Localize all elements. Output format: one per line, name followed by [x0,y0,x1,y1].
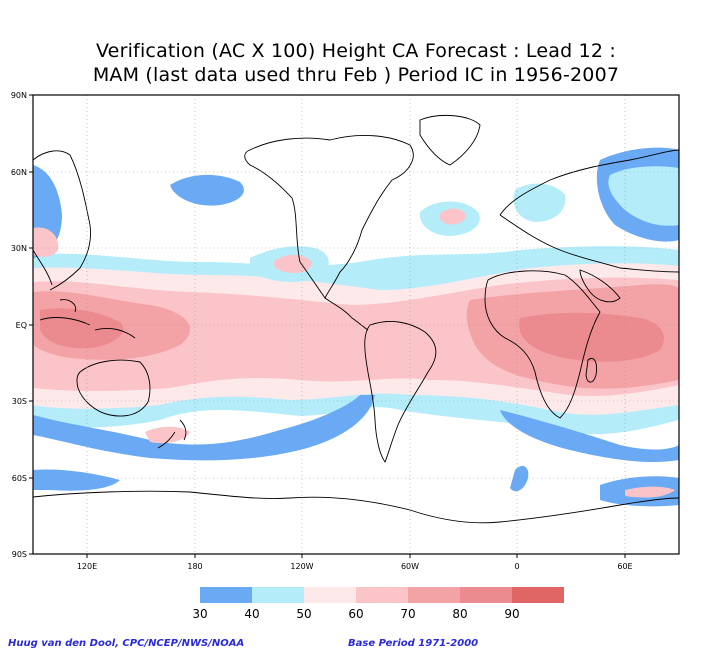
colorbar-swatch-1 [252,587,304,603]
colorbar-label-50: 50 [296,607,311,621]
contour-eurasia-50 [608,166,679,226]
colorbar-swatch-4 [408,587,460,603]
chart-title-line-2: MAM (last data used thru Feb ) Period IC… [92,64,620,86]
x-tick-label-60e: 60E [617,562,632,571]
coastline-madagascar [585,357,597,383]
coastline-australia [76,359,151,417]
contour-antarctic-40 [33,469,120,491]
x-tick-label-60w: 60W [401,562,419,571]
y-tick-label-90s: 90S [12,550,27,559]
colorbar-label-30: 30 [192,607,207,621]
coastline-south-america [364,321,437,463]
x-tick-label-120w: 120W [290,562,313,571]
colorbar-label-40: 40 [244,607,259,621]
colorbar-labels: 30 40 50 60 70 80 90 [192,607,519,621]
coastline-greenland [419,115,481,166]
contour-sthpac-60 [145,426,190,444]
coastline-india-west [33,249,53,286]
x-tick-label-0: 0 [514,562,519,571]
colorbar-swatch-2 [304,587,356,603]
coastline-antarctica [33,490,679,524]
colorbar-label-70: 70 [400,607,415,621]
contour-south-atlantic-40 [500,410,679,462]
contour-npac-40 [170,174,244,206]
contour-tropics-80-africa [519,312,664,362]
contour-tropics-80-west [40,308,124,349]
grid-lines [33,95,679,554]
colorbar [200,587,564,603]
colorbar-swatch-6 [512,587,564,603]
contour-europe-40 [513,183,566,222]
chart-title-line-1: Verification (AC X 100) Height CA Foreca… [95,40,617,62]
contour-fill-layer [33,147,679,507]
y-axis-labels: 90N 60N 30N EQ 30S 60S 90S [11,91,27,559]
coastline-north-america [244,134,414,299]
contour-south-ocean-40 [33,395,375,461]
contour-npac-60 [273,254,312,274]
contour-antarctic-mid-40 [510,465,529,492]
contour-wpac-50 [33,227,59,257]
y-tick-label-30n: 30N [11,244,27,253]
coastline-africa [484,270,601,419]
y-tick-label-60s: 60S [12,474,27,483]
contour-natl-60 [439,208,466,225]
x-tick-label-180: 180 [187,562,202,571]
coastline-eurasia [499,149,679,273]
coastline-central-america [324,297,369,331]
y-tick-label-eq: EQ [16,321,27,330]
y-tick-label-90n: 90N [11,91,27,100]
footer-base-period: Base Period 1971-2000 [348,638,479,649]
colorbar-label-80: 80 [452,607,467,621]
footer-credit-author: Huug van den Dool, CPC/NCEP/NWS/NOAA [8,638,245,649]
colorbar-label-90: 90 [504,607,519,621]
x-axis-labels: 120E 180 120W 60W 0 60E [77,562,633,571]
colorbar-label-60: 60 [348,607,363,621]
y-tick-label-30s: 30S [12,397,27,406]
axis-ticks [29,94,626,558]
contour-antarctic-east-60 [625,486,675,498]
coastline-new-zealand [157,419,187,449]
coastline-arabia [579,269,621,303]
colorbar-swatch-0 [200,587,252,603]
x-tick-label-120e: 120E [77,562,97,571]
colorbar-swatch-5 [460,587,512,603]
coastline-east-asia [33,150,91,291]
colorbar-swatch-3 [356,587,408,603]
coastline-layer [33,115,679,524]
coastline-maritime-continent [39,299,136,339]
y-tick-label-60n: 60N [11,168,27,177]
